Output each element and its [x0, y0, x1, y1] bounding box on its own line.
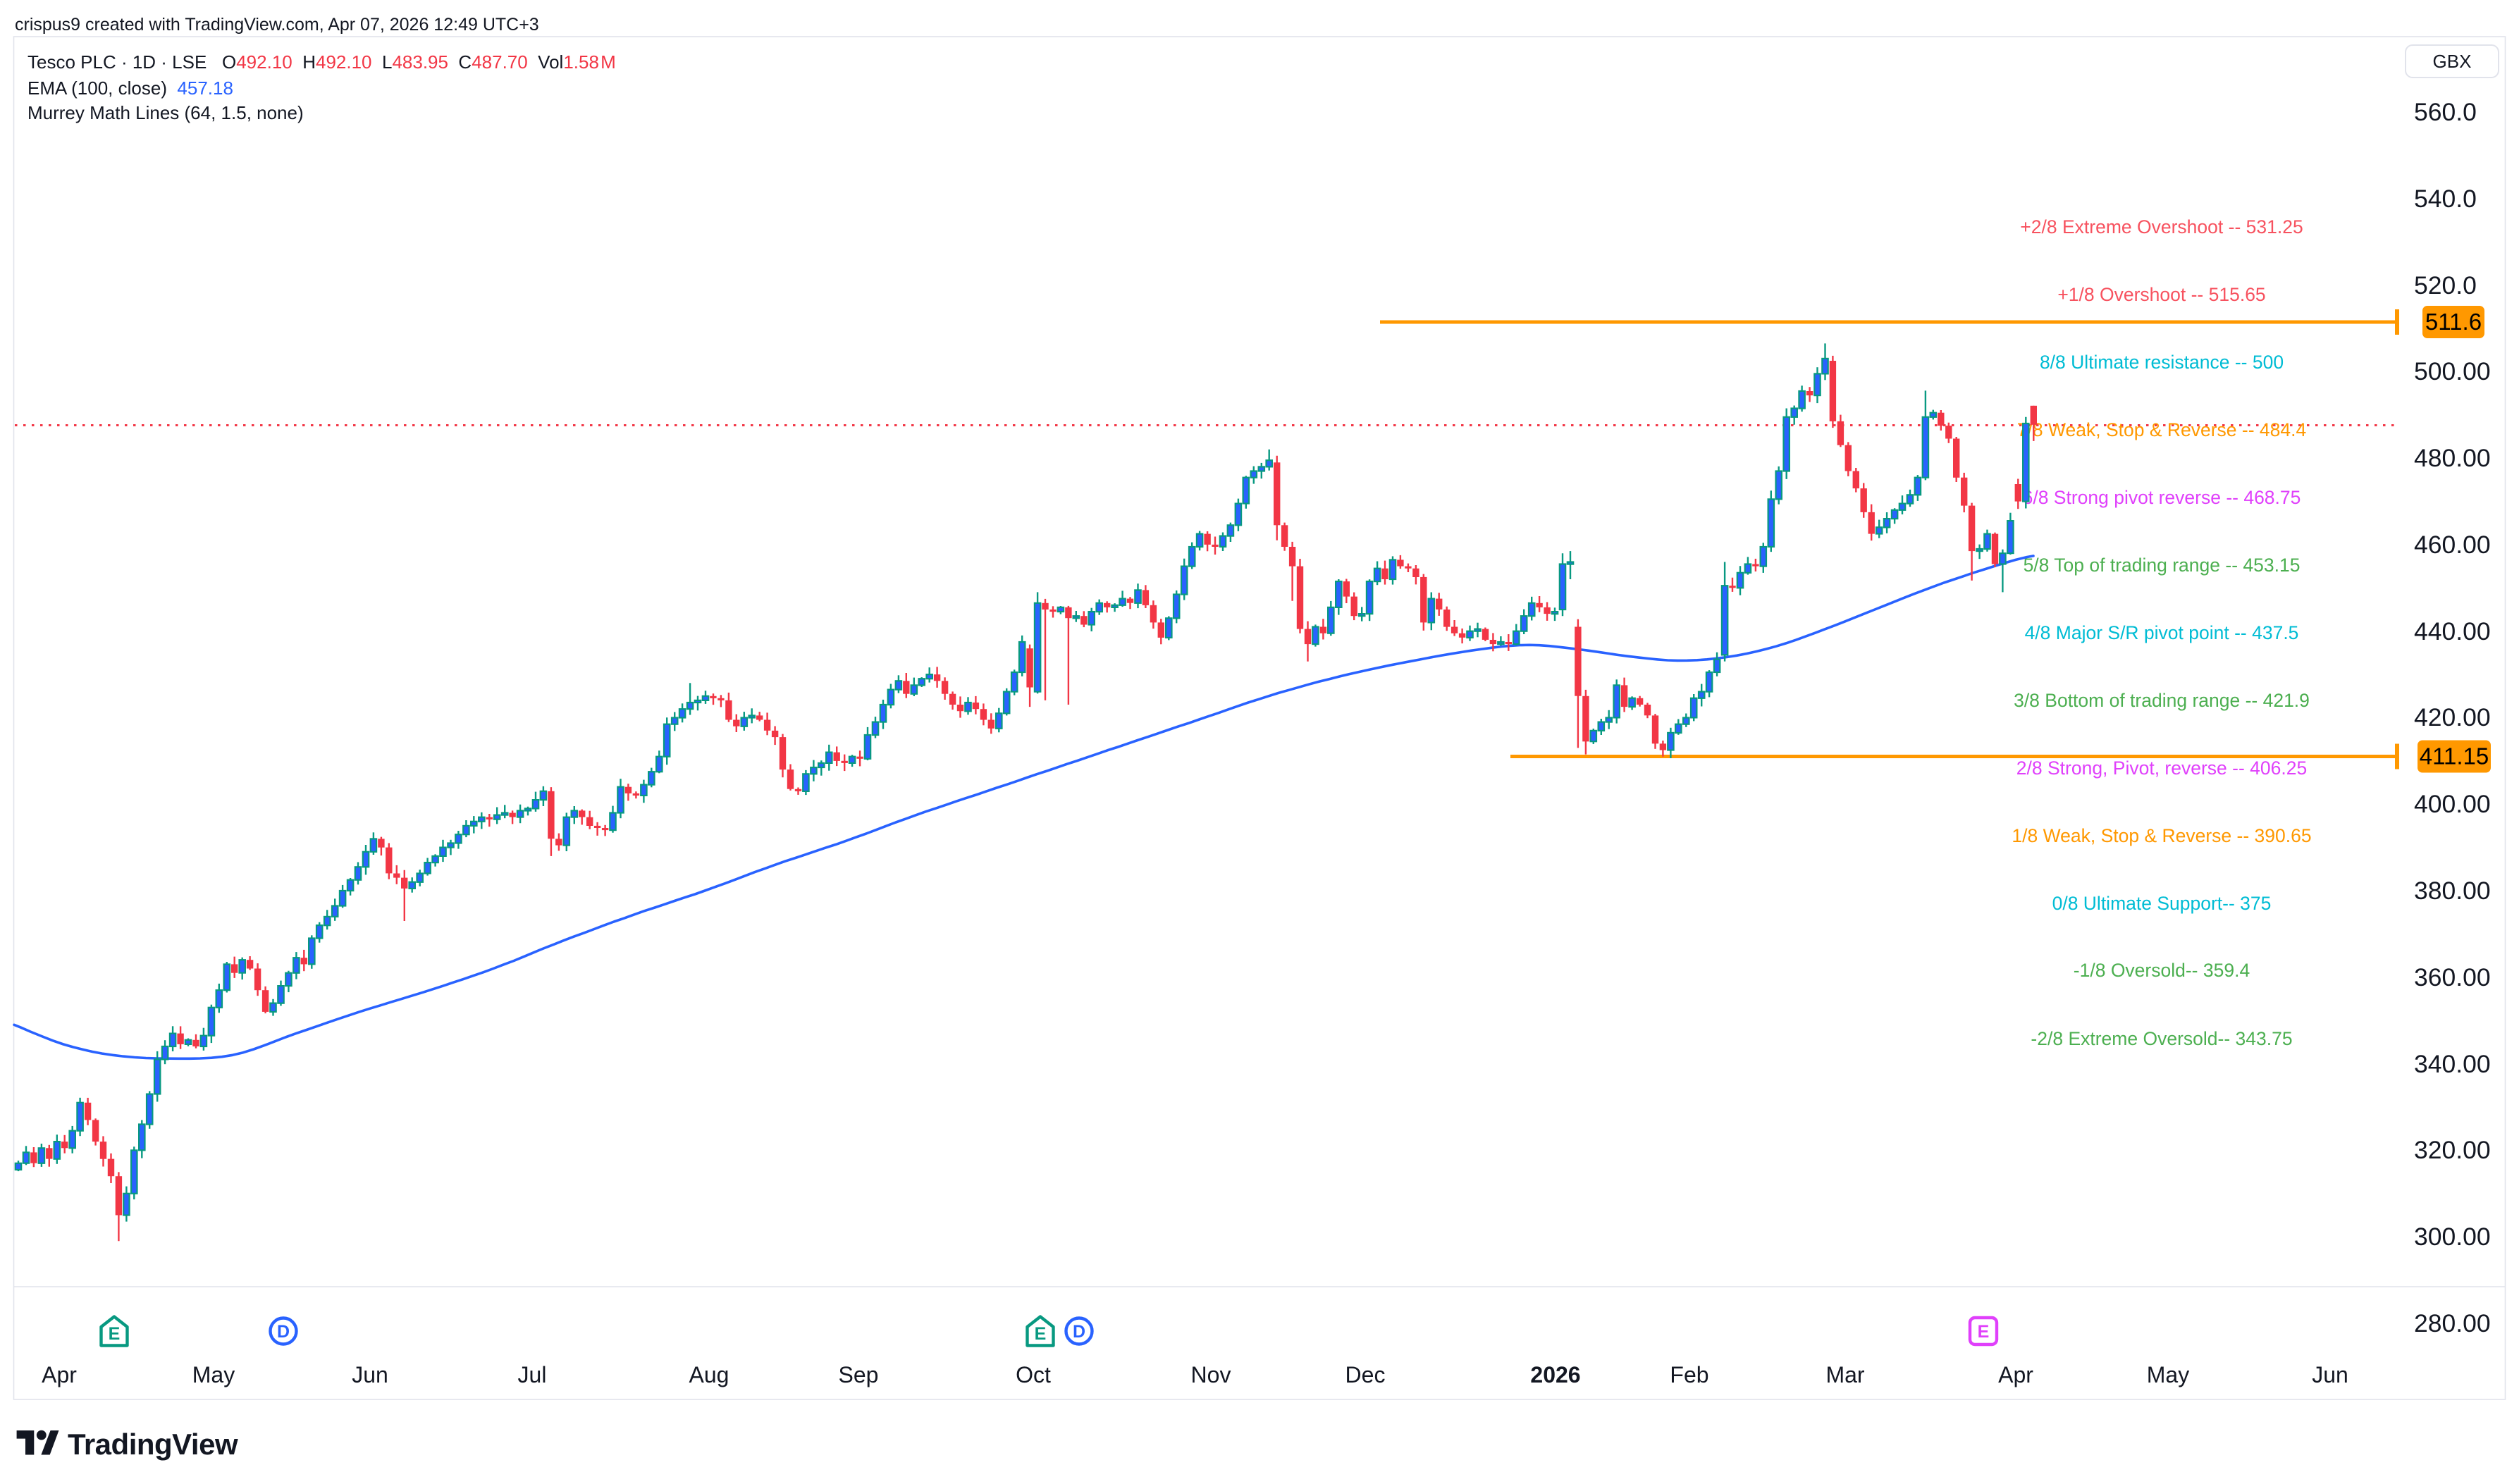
svg-text:D: D — [1073, 1322, 1085, 1342]
svg-text:-1/8 Oversold-- 359.4: -1/8 Oversold-- 359.4 — [2074, 960, 2250, 981]
svg-text:D: D — [277, 1322, 290, 1342]
svg-text:2026: 2026 — [1530, 1362, 1580, 1387]
svg-text:E: E — [109, 1324, 121, 1344]
svg-text:560.0: 560.0 — [2414, 98, 2477, 126]
svg-text:May: May — [2147, 1362, 2189, 1387]
svg-text:E: E — [1035, 1324, 1047, 1344]
svg-text:5/8 Top of trading range -- 4: 5/8 Top of trading range -- 453.15 — [2024, 555, 2301, 576]
svg-text:Sep: Sep — [839, 1362, 879, 1387]
svg-text:Murrey Math Lines (64, 1.5, no: Murrey Math Lines (64, 1.5, none) — [27, 102, 304, 123]
svg-text:+2/8 Extreme Overshoot -- 531: +2/8 Extreme Overshoot -- 531.25 — [2020, 216, 2303, 237]
svg-text:480.00: 480.00 — [2414, 444, 2491, 472]
svg-text:511.6: 511.6 — [2425, 309, 2482, 335]
svg-text:400.00: 400.00 — [2414, 790, 2491, 818]
svg-text:Jun: Jun — [352, 1362, 388, 1387]
svg-text:380.00: 380.00 — [2414, 877, 2491, 905]
svg-text:411.15: 411.15 — [2420, 743, 2489, 769]
svg-text:500.00: 500.00 — [2414, 357, 2491, 385]
svg-text:Nov: Nov — [1191, 1362, 1231, 1387]
svg-text:GBX: GBX — [2433, 51, 2472, 72]
svg-text:EMA (100, close) 457.18: EMA (100, close) 457.18 — [27, 78, 233, 99]
svg-text:0/8 Ultimate Support-- 375: 0/8 Ultimate Support-- 375 — [2052, 893, 2272, 914]
svg-text:Tesco PLC · 1D · LSE O492.10: Tesco PLC · 1D · LSE O492.10 H492.10 L48… — [27, 51, 616, 73]
svg-text:-2/8 Extreme Oversold-- 343.7: -2/8 Extreme Oversold-- 343.75 — [2031, 1028, 2292, 1049]
svg-text:7/8 Weak, Stop & Reverse -- 4: 7/8 Weak, Stop & Reverse -- 484.4 — [2017, 419, 2306, 440]
svg-text:Jul: Jul — [518, 1362, 547, 1387]
svg-text:8/8 Ultimate resistance -- 50: 8/8 Ultimate resistance -- 500 — [2040, 352, 2284, 373]
svg-text:360.00: 360.00 — [2414, 963, 2491, 991]
svg-text:420.00: 420.00 — [2414, 703, 2491, 731]
svg-text:Dec: Dec — [1345, 1362, 1386, 1387]
svg-text:May: May — [192, 1362, 235, 1387]
svg-text:340.00: 340.00 — [2414, 1050, 2491, 1078]
svg-text:+1/8 Overshoot -- 515.65: +1/8 Overshoot -- 515.65 — [2057, 284, 2265, 305]
svg-text:3/8 Bottom of trading range --: 3/8 Bottom of trading range -- 421.9 — [2014, 690, 2310, 711]
svg-text:320.00: 320.00 — [2414, 1136, 2491, 1164]
svg-text:4/8 Major S/R pivot point --: 4/8 Major S/R pivot point -- 437.5 — [2025, 622, 2299, 643]
svg-text:Apr: Apr — [1998, 1362, 2033, 1387]
svg-text:1/8 Weak, Stop & Reverse -- 3: 1/8 Weak, Stop & Reverse -- 390.65 — [2012, 825, 2311, 846]
svg-text:Mar: Mar — [1825, 1362, 1864, 1387]
svg-text:TradingView: TradingView — [68, 1428, 238, 1461]
svg-text:520.0: 520.0 — [2414, 271, 2477, 299]
svg-text:6/8 Strong pivot reverse -- 4: 6/8 Strong pivot reverse -- 468.75 — [2023, 487, 2301, 508]
svg-text:crispus9 created with TradingV: crispus9 created with TradingView.com, A… — [15, 15, 539, 35]
svg-text:300.00: 300.00 — [2414, 1223, 2491, 1251]
svg-text:2/8 Strong, Pivot, reverse --: 2/8 Strong, Pivot, reverse -- 406.25 — [2016, 758, 2307, 779]
svg-text:Jun: Jun — [2312, 1362, 2348, 1387]
svg-text:E: E — [1978, 1322, 1990, 1342]
svg-text:280.00: 280.00 — [2414, 1309, 2491, 1337]
svg-text:440.00: 440.00 — [2414, 617, 2491, 645]
svg-text:Apr: Apr — [42, 1362, 77, 1387]
svg-text:Feb: Feb — [1670, 1362, 1708, 1387]
svg-text:Aug: Aug — [689, 1362, 729, 1387]
svg-text:Oct: Oct — [1016, 1362, 1051, 1387]
svg-text:540.0: 540.0 — [2414, 185, 2477, 213]
svg-text:460.00: 460.00 — [2414, 531, 2491, 559]
